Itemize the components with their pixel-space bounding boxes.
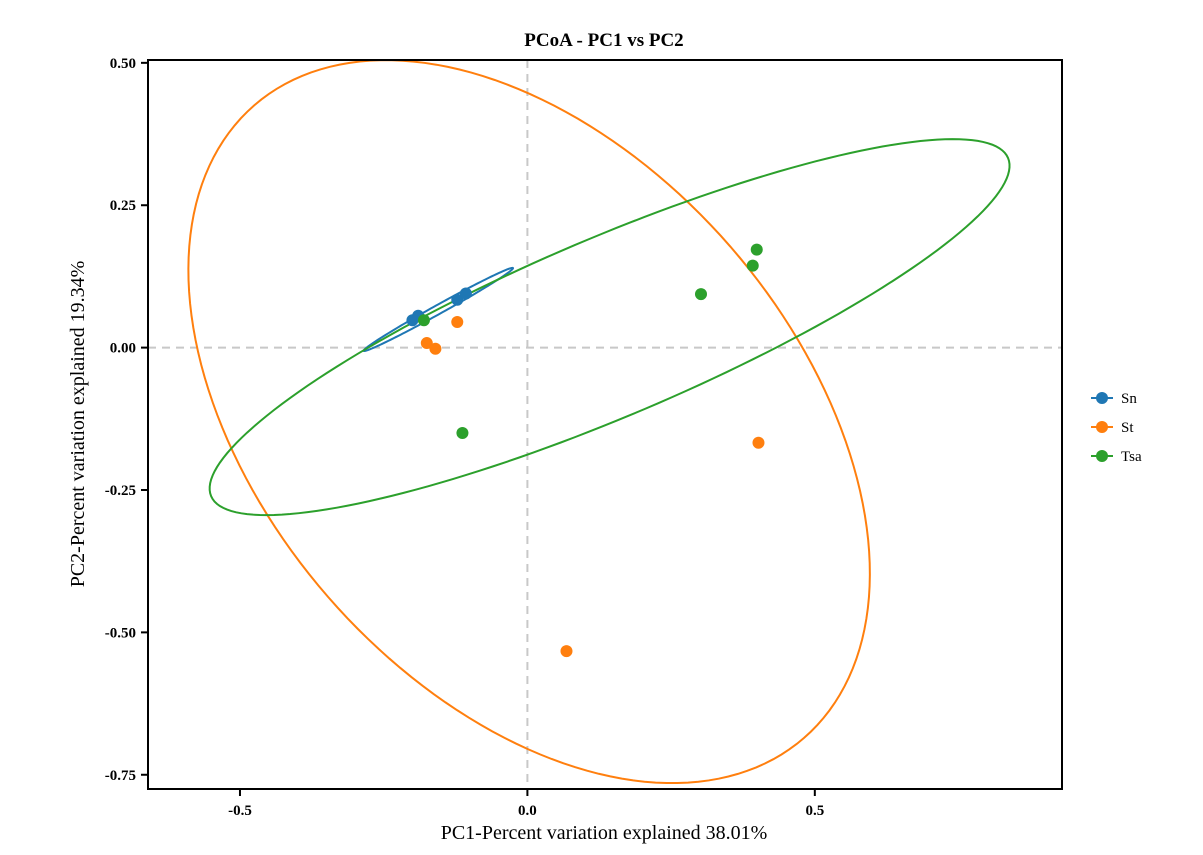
chart-title: PCoA - PC1 vs PC2 — [524, 30, 683, 51]
point-tsa — [746, 259, 759, 272]
y-tick-label: -0.25 — [105, 483, 136, 499]
x-axis-title: PC1-Percent variation explained 38.01% — [441, 822, 768, 844]
y-tick-label: -0.75 — [105, 768, 136, 784]
ellipse-st — [187, 59, 871, 785]
legend-label-sn: Sn — [1121, 391, 1137, 407]
reference-lines — [148, 60, 1062, 789]
legend-label-st: St — [1121, 420, 1134, 436]
point-st — [560, 645, 573, 658]
legend: Sn St Tsa — [1091, 391, 1142, 465]
y-axis-title: PC2-Percent variation explained 19.34% — [67, 261, 89, 588]
legend-marker-sn — [1096, 392, 1108, 404]
point-st — [451, 315, 464, 328]
point-tsa — [417, 314, 430, 327]
legend-label-tsa: Tsa — [1121, 449, 1142, 465]
point-st — [752, 436, 765, 449]
y-tick-label: 0.00 — [110, 341, 136, 357]
x-axis: -0.5 0.0 0.5 — [228, 789, 824, 819]
point-st — [429, 342, 442, 355]
x-tick-label: -0.5 — [228, 803, 252, 819]
x-tick-label: 0.0 — [518, 803, 537, 819]
point-tsa — [750, 243, 763, 256]
point-st — [420, 337, 433, 350]
plot-frame — [147, 59, 1063, 790]
data-points — [406, 243, 765, 658]
legend-marker-st — [1096, 421, 1108, 433]
x-tick-label: 0.5 — [805, 803, 824, 819]
y-tick-label: -0.50 — [105, 625, 136, 641]
legend-marker-tsa — [1096, 450, 1108, 462]
point-sn — [451, 293, 464, 306]
point-tsa — [694, 288, 707, 301]
y-axis: 0.50 0.25 0.00 -0.25 -0.50 -0.75 — [105, 56, 148, 784]
ellipse-tsa — [208, 138, 1011, 517]
y-tick-label: 0.50 — [110, 56, 136, 72]
y-tick-label: 0.25 — [110, 198, 136, 214]
point-tsa — [456, 427, 469, 440]
confidence-ellipses — [187, 59, 1011, 785]
point-sn — [459, 287, 472, 300]
